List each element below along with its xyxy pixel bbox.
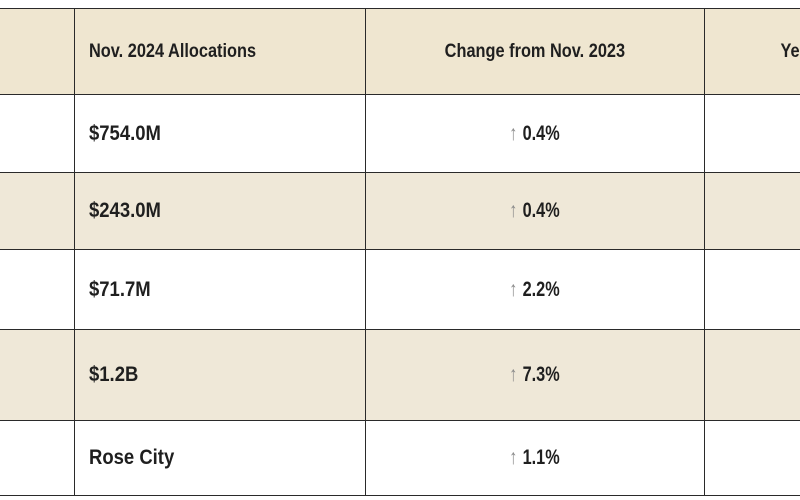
allocation-cell: $754.0M [75,95,366,172]
change-value: 0.4% [521,199,560,222]
row-name-cell [0,250,75,329]
header-cell-allocations: Nov. 2024 Allocations [75,9,366,94]
allocation-cell: Rose City [75,421,366,495]
up-arrow-icon: ↑ [508,199,518,222]
table-row: $754.0M ↑ 0.4% [0,95,800,173]
up-arrow-icon: ↑ [508,121,518,145]
header-change-label: Change from Nov. 2023 [444,40,626,62]
table-row: $71.7M ↑ 2.2% [0,250,800,330]
change-value: 1.1% [521,446,560,469]
year-cell [705,330,800,420]
table-row: Rose City ↑ 1.1% [0,421,800,496]
table-row: $243.0M ↑ 0.4% [0,173,800,250]
change-value: 7.3% [521,363,560,386]
allocation-cell: $243.0M [75,173,366,249]
allocation-value: $243.0M [89,199,161,222]
change-cell: ↑ 1.1% [366,421,705,495]
allocation-cell: $1.2B [75,330,366,420]
year-cell [705,250,800,329]
change-cell: ↑ 7.3% [366,330,705,420]
table-row: $1.2B ↑ 7.3% [0,330,800,421]
row-name-cell [0,421,75,495]
header-cell-change: Change from Nov. 2023 [366,9,705,94]
allocation-value: $71.7M [89,277,151,301]
change-value: 0.4% [521,121,560,145]
allocation-cell: $71.7M [75,250,366,329]
change-cell: ↑ 0.4% [366,95,705,172]
year-cell [705,95,800,172]
header-cell-entity [0,9,75,94]
header-cell-year: Ye [705,9,800,94]
up-arrow-icon: ↑ [508,446,518,469]
row-name-cell [0,173,75,249]
change-value: 2.2% [521,277,560,301]
year-cell [705,173,800,249]
row-name-cell [0,330,75,420]
change-cell: ↑ 0.4% [366,173,705,249]
up-arrow-icon: ↑ [508,363,518,386]
header-year-label: Ye [780,40,800,62]
year-cell [705,421,800,495]
header-allocations-label: Nov. 2024 Allocations [89,40,257,62]
allocation-value: Rose City [89,446,175,469]
change-cell: ↑ 2.2% [366,250,705,329]
allocation-value: $754.0M [89,121,161,145]
allocation-value: $1.2B [89,363,139,386]
row-name-cell [0,95,75,172]
table-header-row: Nov. 2024 Allocations Change from Nov. 2… [0,8,800,95]
up-arrow-icon: ↑ [508,277,518,301]
